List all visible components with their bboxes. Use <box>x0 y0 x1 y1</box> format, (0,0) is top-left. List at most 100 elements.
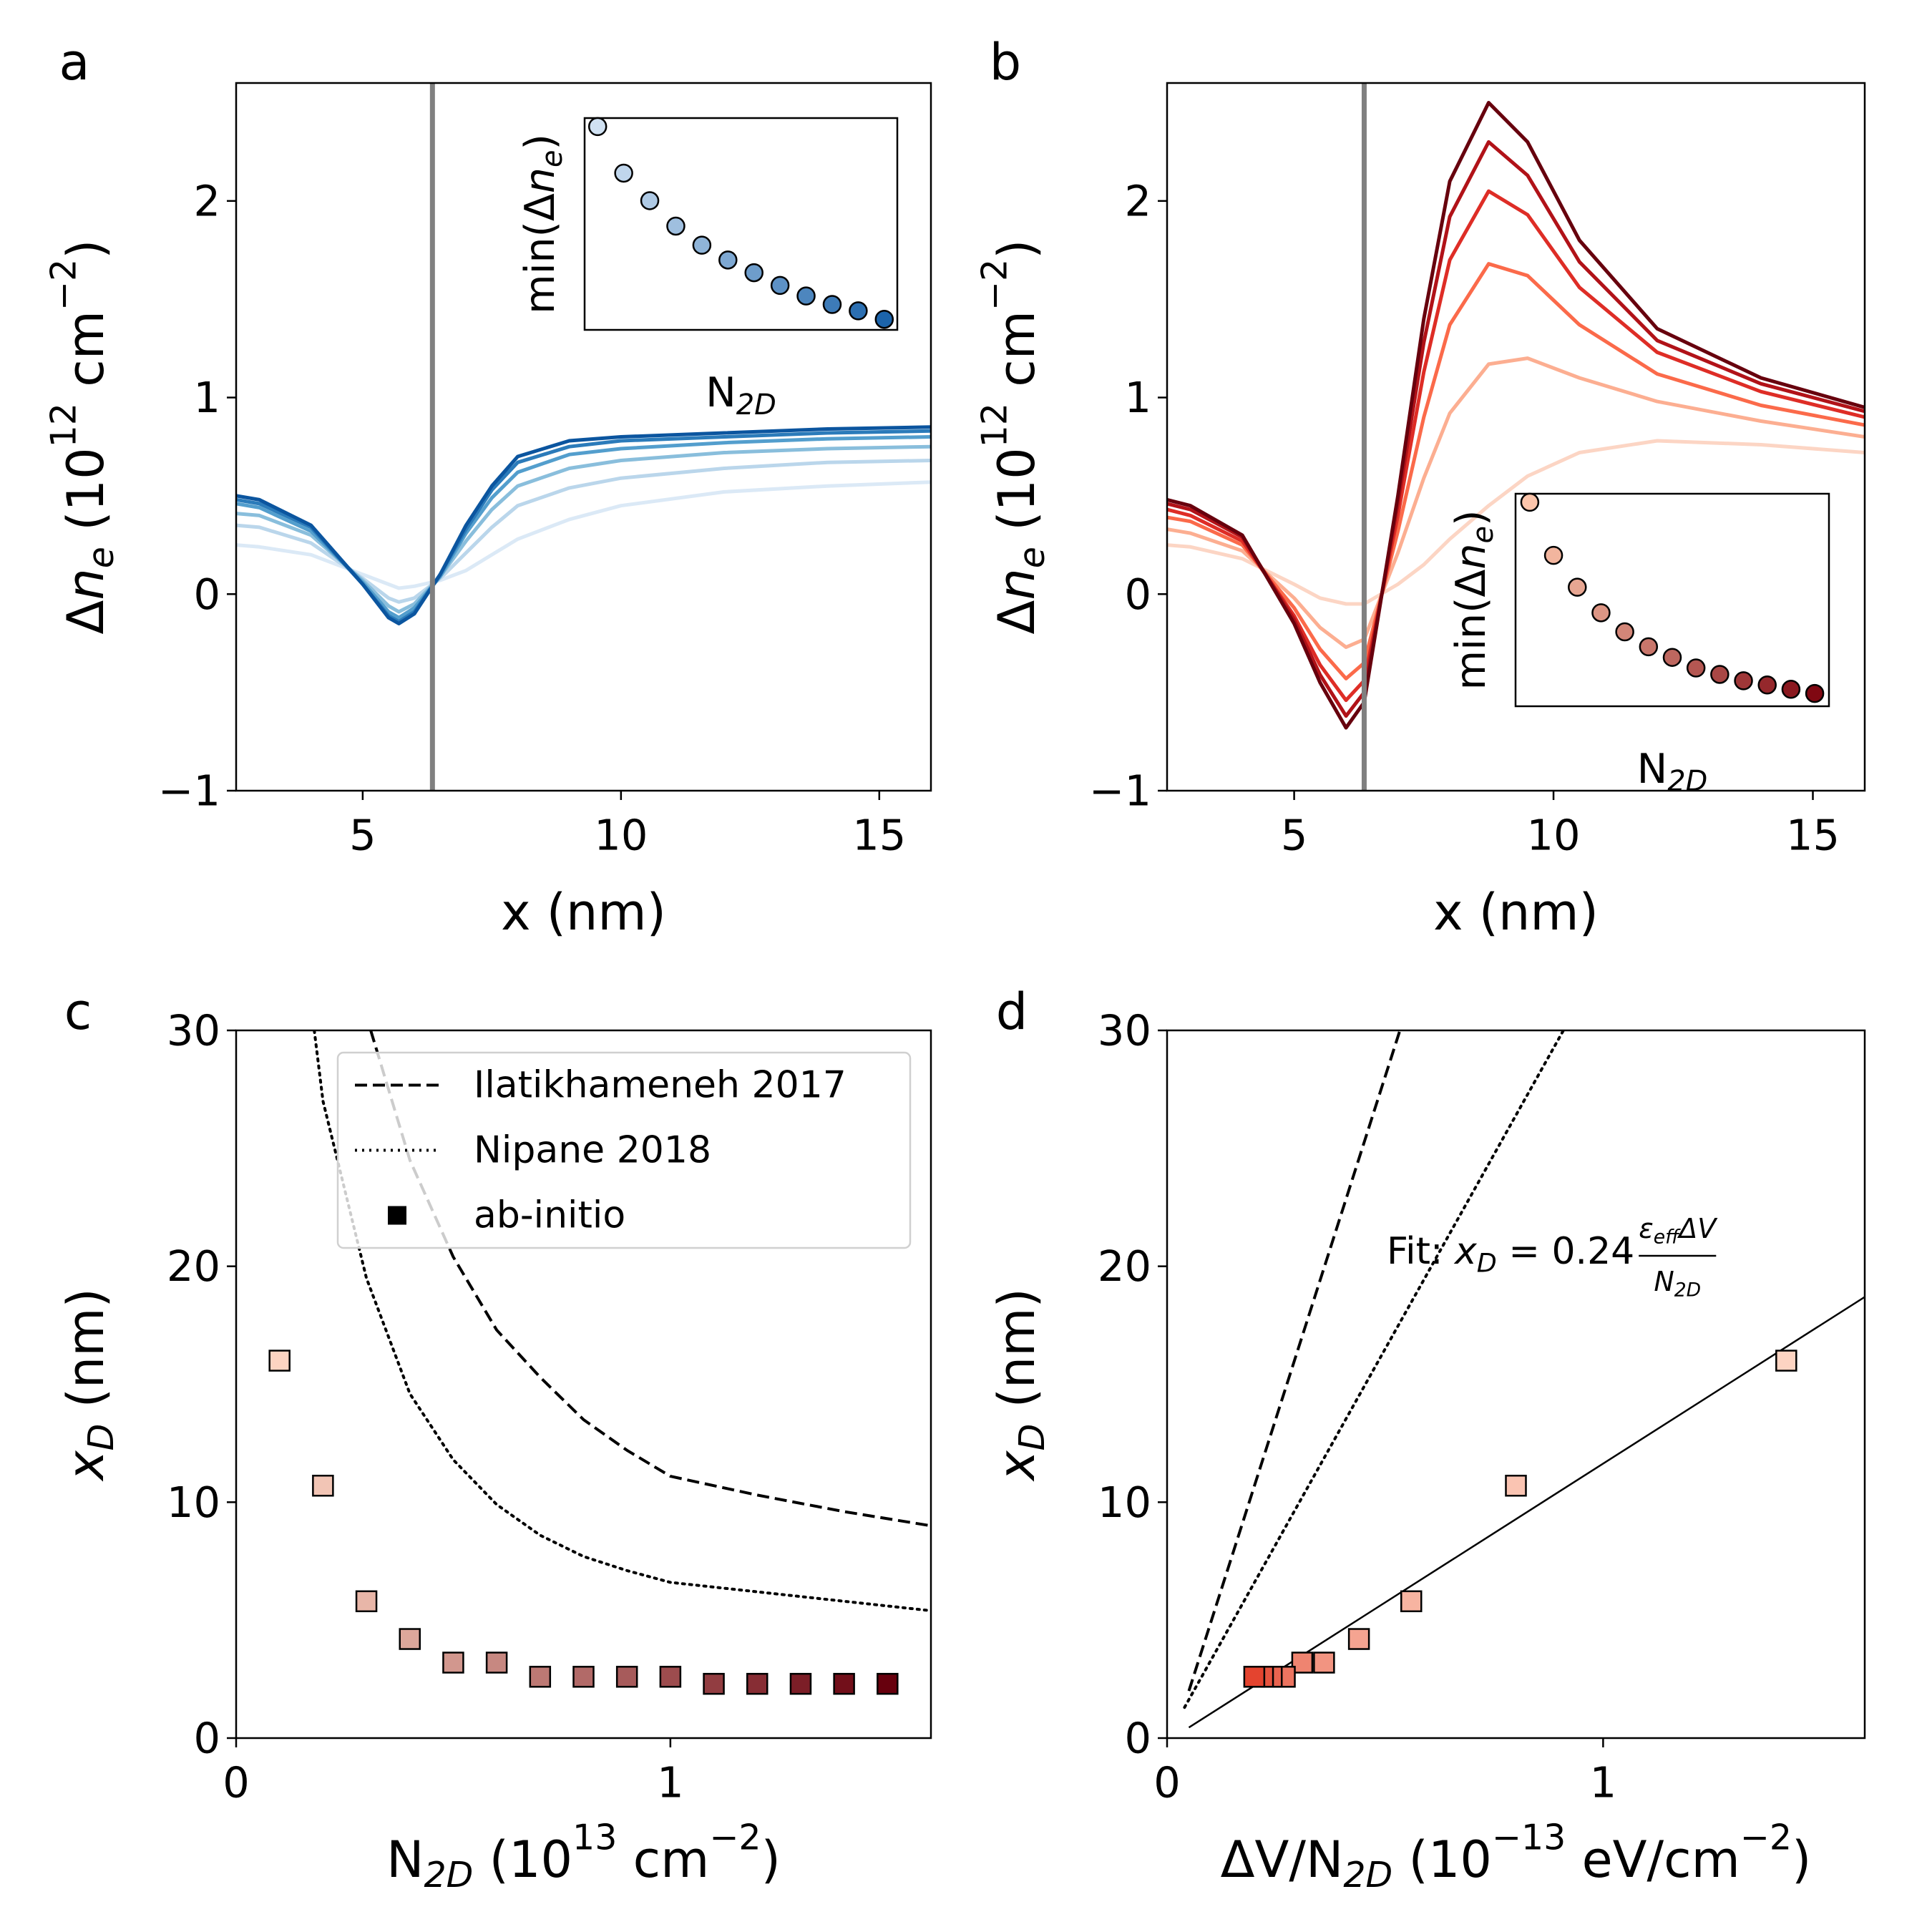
axes-frame <box>1166 82 1866 792</box>
label-part: D <box>1012 1424 1053 1451</box>
label-part: n <box>1448 543 1495 569</box>
inset-point <box>796 286 816 306</box>
label-part: 12 <box>43 403 84 447</box>
label-part: D <box>1477 1247 1497 1278</box>
annotation: Fit: xD = 0.24 <box>1387 1230 1634 1278</box>
label-part: Δ <box>987 600 1046 634</box>
label-part: N <box>386 1830 424 1889</box>
label-part: cm <box>57 311 115 403</box>
inset-point <box>1781 679 1801 699</box>
label-part: 13 <box>572 1817 617 1858</box>
label-part: −13 <box>1492 1817 1566 1858</box>
label-part: ) <box>1448 510 1495 526</box>
label-part: N <box>706 369 736 416</box>
annotation-denominator: N2D <box>1654 1266 1701 1301</box>
y-tick-label: 30 <box>167 1006 220 1055</box>
label-part: 12 <box>974 403 1015 447</box>
y-tick-label: 20 <box>167 1241 220 1291</box>
label-part: ) <box>57 240 115 259</box>
inset-point <box>614 163 633 183</box>
data-point <box>1243 1666 1266 1688</box>
data-point <box>1400 1590 1423 1613</box>
x-tick-label: 0 <box>223 1758 250 1807</box>
label-part: −2 <box>974 259 1015 311</box>
y-axis-label: xD (nm) <box>987 1288 1053 1482</box>
label-part: x <box>987 1450 1046 1482</box>
y-tick-label: 1 <box>1124 373 1151 422</box>
data-point <box>485 1652 508 1674</box>
label-part: (10 <box>1392 1830 1492 1889</box>
inset-x-label: N2D <box>1637 746 1708 798</box>
x-axis-label: x (nm) <box>501 883 666 942</box>
axes-frame <box>235 1029 932 1740</box>
label-part: −2 <box>43 259 84 311</box>
label-part: x <box>1453 1230 1478 1273</box>
inset-point <box>692 235 712 255</box>
inset-point <box>1734 671 1753 691</box>
line <box>1183 1030 1565 1709</box>
curve <box>1167 101 1865 730</box>
x-tick-label: 15 <box>852 811 906 860</box>
x-tick-label: 5 <box>1281 811 1308 860</box>
data-point <box>746 1672 769 1695</box>
label-part: 2D <box>1674 1279 1701 1301</box>
data-point <box>529 1666 552 1688</box>
inset-point <box>666 216 686 236</box>
y-tick-label: 0 <box>1124 570 1151 619</box>
line <box>313 1030 931 1612</box>
label-part: ) <box>517 134 564 150</box>
label-part: Fit: <box>1387 1230 1455 1273</box>
data-point <box>1775 1350 1797 1372</box>
label-part: 2D <box>1667 765 1707 798</box>
curve <box>236 459 931 604</box>
data-point <box>877 1672 899 1695</box>
y-tick-label: 20 <box>1098 1241 1151 1291</box>
data-point <box>268 1350 291 1372</box>
panel-label: d <box>996 982 1028 1041</box>
y-tick-label: 0 <box>193 1714 220 1763</box>
x-tick-label: 1 <box>1590 1758 1617 1807</box>
legend-label: Nipane 2018 <box>474 1129 711 1172</box>
label-part: −2 <box>1740 1817 1792 1858</box>
label-part: e <box>1012 547 1053 568</box>
inset-point <box>1568 577 1587 597</box>
label-part: (10 <box>473 1830 572 1889</box>
label-part: N <box>1654 1266 1674 1297</box>
x-tick-label: 5 <box>349 811 376 860</box>
label-part: eV/cm <box>1566 1830 1740 1889</box>
inset-frame <box>1514 492 1830 708</box>
label-part: −2 <box>709 1817 761 1858</box>
inset-point <box>822 295 842 314</box>
y-tick-label: 2 <box>1124 176 1151 225</box>
label-part: 2D <box>1343 1855 1392 1896</box>
label-part: (nm) <box>987 1288 1046 1423</box>
y-tick-label: −1 <box>158 766 220 816</box>
label-part: x (nm) <box>1433 883 1599 942</box>
data-point <box>1505 1475 1527 1497</box>
label-part: D <box>81 1424 122 1451</box>
label-part: min(Δ <box>1448 570 1495 691</box>
inset-y-label: min(Δne) <box>1448 510 1500 691</box>
label-part: x <box>57 1450 115 1482</box>
inset-point <box>874 309 894 329</box>
label-part: ΔV/N <box>1221 1830 1344 1889</box>
data-point <box>355 1590 378 1613</box>
legend-label: ab-initio <box>474 1194 625 1237</box>
data-point <box>703 1672 725 1695</box>
x-axis-label: ΔV/N2D (10−13 eV/cm−2) <box>1221 1817 1812 1896</box>
data-point <box>572 1666 595 1688</box>
data-point <box>442 1652 464 1674</box>
y-tick-label: 0 <box>193 570 220 619</box>
x-tick-label: 0 <box>1153 1758 1181 1807</box>
legend-marker <box>388 1206 406 1225</box>
inset-point <box>1805 683 1825 703</box>
panel-label: b <box>990 33 1021 92</box>
inset-point <box>587 117 608 137</box>
label-part: (nm) <box>57 1288 115 1423</box>
y-tick-label: 0 <box>1124 1714 1151 1763</box>
label-part: ) <box>1792 1830 1811 1889</box>
label-part: ) <box>761 1830 781 1889</box>
y-tick-label: −1 <box>1089 766 1151 816</box>
curve <box>236 425 931 625</box>
